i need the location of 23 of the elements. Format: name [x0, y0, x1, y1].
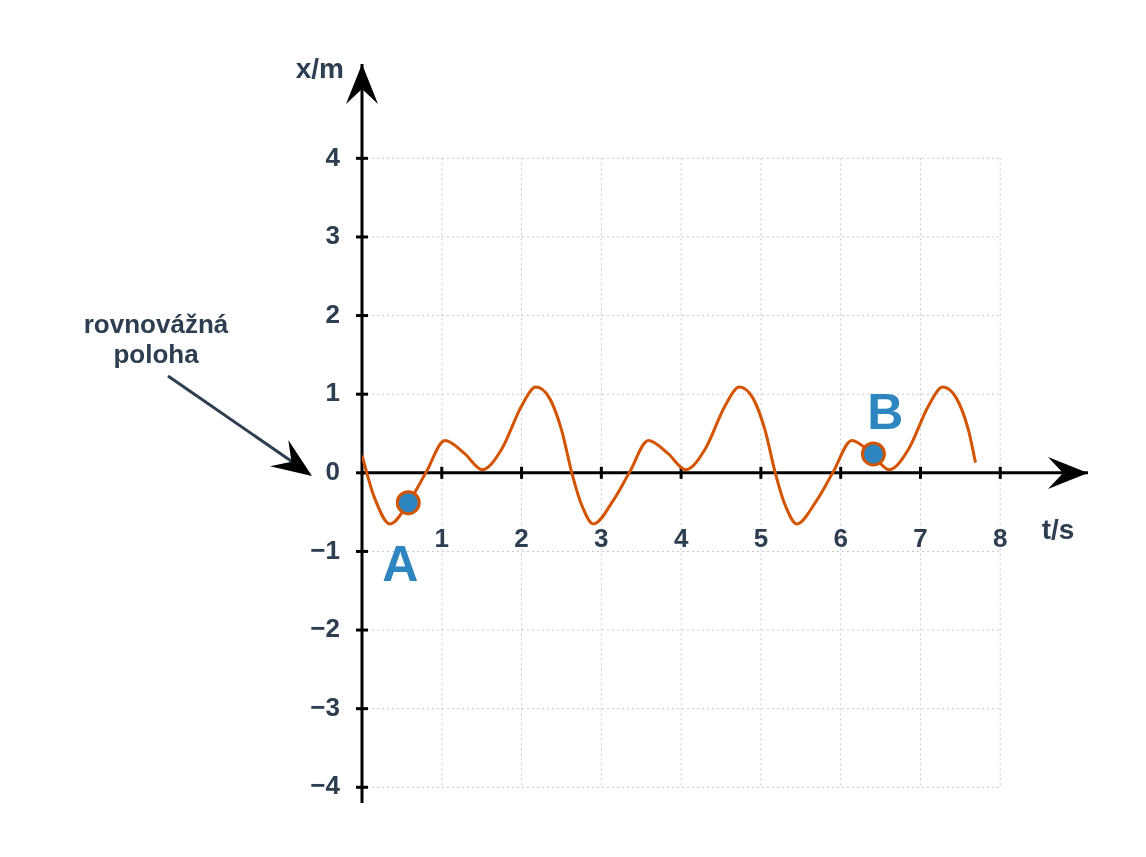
x-tick-label: 5 — [753, 522, 769, 553]
x-tick-label: 7 — [913, 522, 928, 553]
x-tick-label: 8 — [993, 522, 1008, 553]
y-tick-label: 2 — [325, 298, 340, 329]
y-tick-label: −4 — [310, 770, 341, 801]
line-series — [362, 385, 978, 526]
y-tick-label: 0 — [325, 455, 340, 486]
y-tick-label: 1 — [325, 377, 340, 408]
x-tick-label: 4 — [673, 522, 689, 553]
y-tick-label: 4 — [325, 141, 341, 172]
x-axis-title: t/s — [1041, 513, 1075, 545]
y-tick-label: 3 — [325, 220, 340, 251]
y-axis-title: x/m — [295, 52, 344, 84]
y-tick-label: −3 — [310, 691, 340, 722]
x-tick-label: 3 — [594, 522, 609, 553]
y-tick-label: −2 — [310, 613, 340, 644]
x-tick-label: 2 — [514, 522, 529, 553]
series-label: A — [382, 536, 419, 593]
y-tick-label: −1 — [310, 534, 340, 565]
x-tick-label: 6 — [833, 522, 848, 553]
series-label: B — [867, 383, 904, 440]
text: rovnovážná poloha — [83, 309, 229, 370]
x-tick-label: 1 — [434, 522, 450, 553]
